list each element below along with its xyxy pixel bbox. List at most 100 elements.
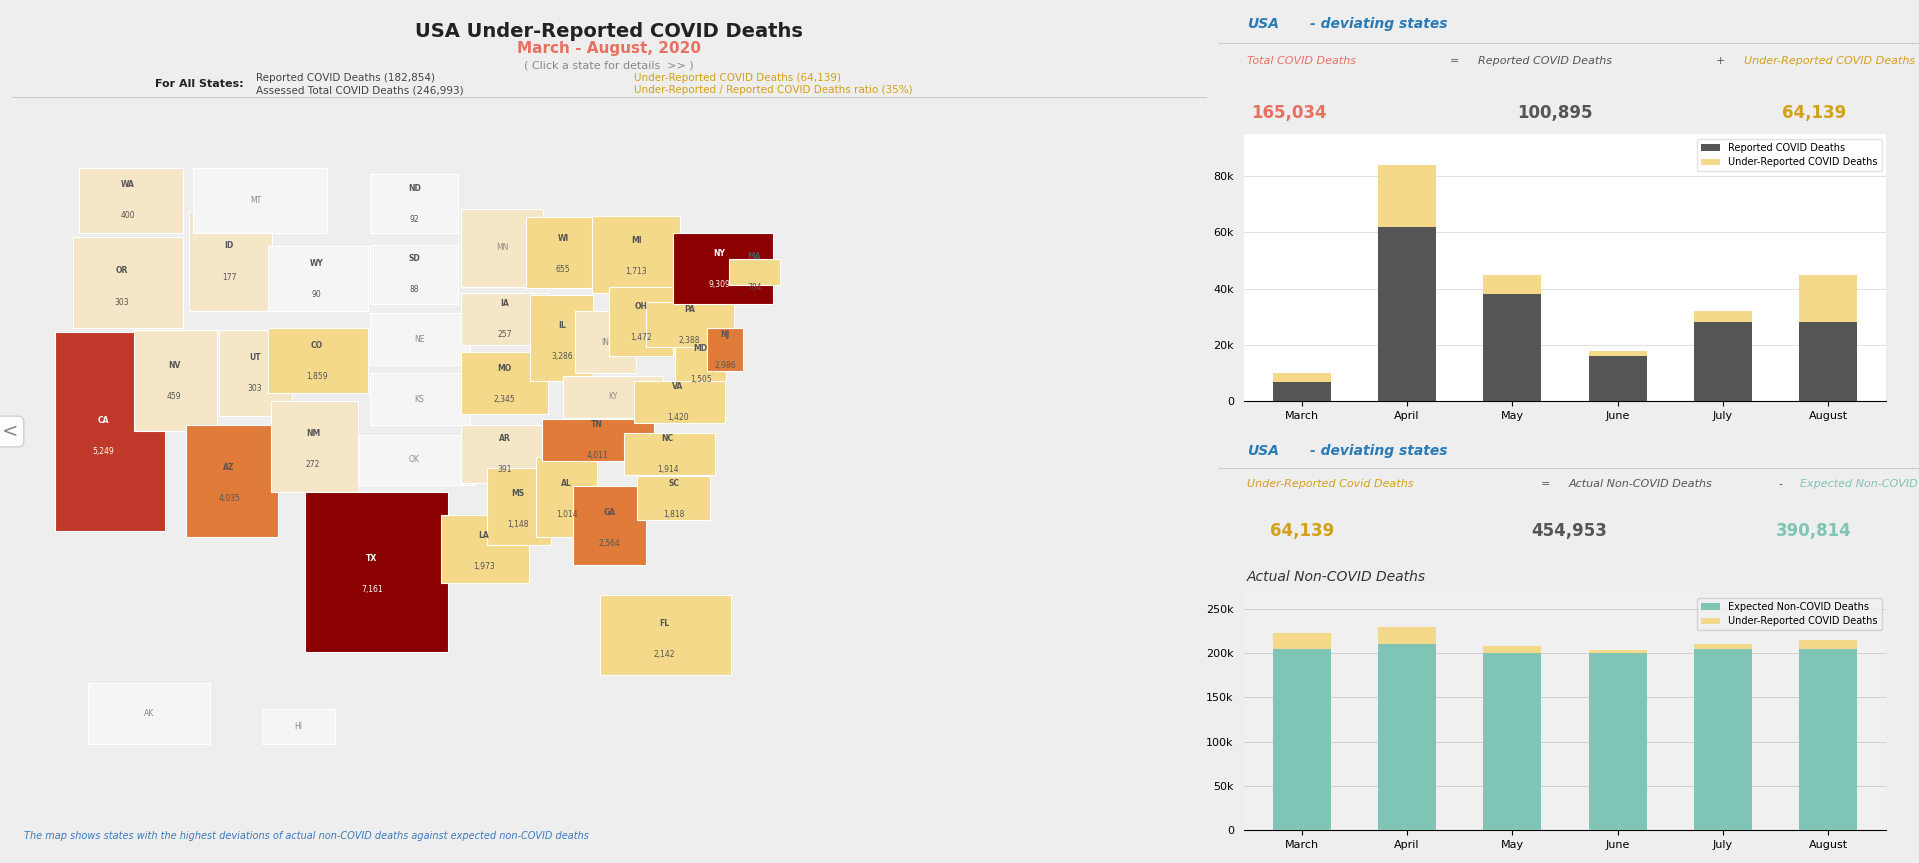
Text: +: +	[1716, 56, 1725, 66]
Text: 1,818: 1,818	[664, 510, 685, 519]
Bar	[1589, 356, 1647, 401]
Text: For All States:: For All States:	[155, 79, 244, 90]
FancyBboxPatch shape	[263, 709, 336, 744]
Text: Under-Reported COVID Deaths (64,139): Under-Reported COVID Deaths (64,139)	[633, 73, 841, 84]
Text: ID: ID	[225, 242, 234, 250]
FancyBboxPatch shape	[530, 295, 593, 381]
FancyBboxPatch shape	[526, 217, 599, 288]
Bar	[1272, 649, 1330, 830]
Bar	[1800, 323, 1858, 401]
FancyBboxPatch shape	[487, 468, 551, 545]
Text: 1,472: 1,472	[629, 333, 652, 342]
FancyBboxPatch shape	[269, 246, 368, 311]
Text: PA: PA	[685, 306, 695, 314]
Text: - deviating states: - deviating states	[1309, 444, 1447, 458]
Bar	[1589, 653, 1647, 830]
FancyBboxPatch shape	[188, 211, 272, 311]
Text: NV: NV	[169, 362, 180, 370]
Text: =: =	[1449, 56, 1458, 66]
Bar	[1483, 653, 1541, 830]
Text: 1,914: 1,914	[656, 465, 679, 474]
Bar	[1483, 646, 1541, 653]
Text: USA: USA	[1247, 17, 1278, 31]
Text: SC: SC	[668, 479, 679, 488]
Text: 391: 391	[497, 465, 512, 474]
Text: 1,713: 1,713	[626, 268, 647, 276]
Text: AL: AL	[560, 479, 572, 488]
FancyBboxPatch shape	[461, 425, 549, 483]
Text: OH: OH	[635, 302, 647, 311]
Legend: Expected Non-COVID Deaths, Under-Reported COVID Deaths: Expected Non-COVID Deaths, Under-Reporte…	[1696, 598, 1881, 630]
Text: NC: NC	[662, 434, 674, 443]
FancyBboxPatch shape	[543, 419, 654, 461]
Text: UT: UT	[249, 353, 261, 362]
FancyBboxPatch shape	[370, 373, 470, 425]
Text: IN: IN	[603, 338, 610, 347]
Text: 784: 784	[746, 283, 762, 292]
Text: CA: CA	[98, 416, 109, 425]
Text: LA: LA	[478, 531, 489, 539]
Text: CO: CO	[311, 341, 322, 350]
Text: KS: KS	[415, 395, 424, 404]
Text: MN: MN	[495, 243, 509, 252]
Text: 390,814: 390,814	[1777, 522, 1852, 540]
FancyBboxPatch shape	[79, 168, 182, 233]
Text: AR: AR	[499, 434, 510, 443]
Text: TN: TN	[591, 420, 603, 429]
Text: IA: IA	[501, 299, 509, 308]
Text: Reported COVID Deaths: Reported COVID Deaths	[1478, 56, 1612, 66]
Text: USA: USA	[1247, 444, 1278, 458]
Text: 303: 303	[115, 298, 129, 306]
Text: 1,420: 1,420	[666, 413, 689, 422]
Text: WY: WY	[311, 259, 324, 268]
Text: - deviating states: - deviating states	[1309, 17, 1447, 31]
Text: March - August, 2020: March - August, 2020	[518, 41, 700, 56]
Text: TX: TX	[367, 554, 378, 563]
Bar	[1378, 627, 1435, 645]
FancyBboxPatch shape	[56, 332, 165, 531]
Bar	[1272, 381, 1330, 401]
Text: 2,142: 2,142	[652, 650, 675, 658]
Text: MA: MA	[748, 252, 762, 261]
FancyBboxPatch shape	[269, 328, 368, 393]
Text: Total COVID Deaths: Total COVID Deaths	[1247, 56, 1355, 66]
Text: GA: GA	[603, 508, 616, 517]
Text: Expected Non-COVID Deaths: Expected Non-COVID Deaths	[1800, 479, 1919, 489]
Text: OK: OK	[409, 456, 420, 464]
FancyBboxPatch shape	[370, 174, 459, 233]
Text: Actual Non-COVID Deaths: Actual Non-COVID Deaths	[1247, 570, 1426, 583]
Text: HI: HI	[294, 722, 303, 731]
Text: <: <	[2, 422, 17, 441]
Bar	[1589, 350, 1647, 356]
FancyBboxPatch shape	[675, 347, 725, 381]
FancyBboxPatch shape	[370, 313, 470, 365]
Text: Assessed Total COVID Deaths (246,993): Assessed Total COVID Deaths (246,993)	[255, 85, 464, 96]
FancyBboxPatch shape	[370, 245, 459, 304]
FancyBboxPatch shape	[599, 595, 731, 675]
FancyBboxPatch shape	[73, 237, 182, 328]
FancyBboxPatch shape	[576, 311, 635, 373]
Text: 177: 177	[223, 273, 236, 281]
FancyBboxPatch shape	[624, 433, 716, 475]
Text: 2,986: 2,986	[714, 362, 735, 370]
Text: 4,035: 4,035	[219, 494, 240, 503]
FancyBboxPatch shape	[535, 457, 597, 537]
Text: 454,953: 454,953	[1531, 522, 1606, 540]
FancyBboxPatch shape	[461, 209, 543, 287]
Text: NY: NY	[714, 249, 725, 258]
Text: ( Click a state for details  >> ): ( Click a state for details >> )	[524, 60, 695, 71]
FancyBboxPatch shape	[637, 476, 710, 520]
Bar	[1483, 294, 1541, 401]
Text: 1,859: 1,859	[305, 372, 328, 381]
FancyBboxPatch shape	[134, 330, 217, 432]
Text: AK: AK	[144, 709, 154, 718]
FancyBboxPatch shape	[647, 302, 733, 347]
Text: 303: 303	[248, 384, 263, 393]
Text: 165,034: 165,034	[1251, 104, 1326, 122]
Bar	[1800, 274, 1858, 323]
FancyBboxPatch shape	[88, 683, 209, 744]
Bar	[1589, 651, 1647, 653]
Text: 4,011: 4,011	[587, 451, 608, 460]
Text: 1,014: 1,014	[557, 510, 578, 519]
Text: 1,505: 1,505	[689, 375, 712, 384]
